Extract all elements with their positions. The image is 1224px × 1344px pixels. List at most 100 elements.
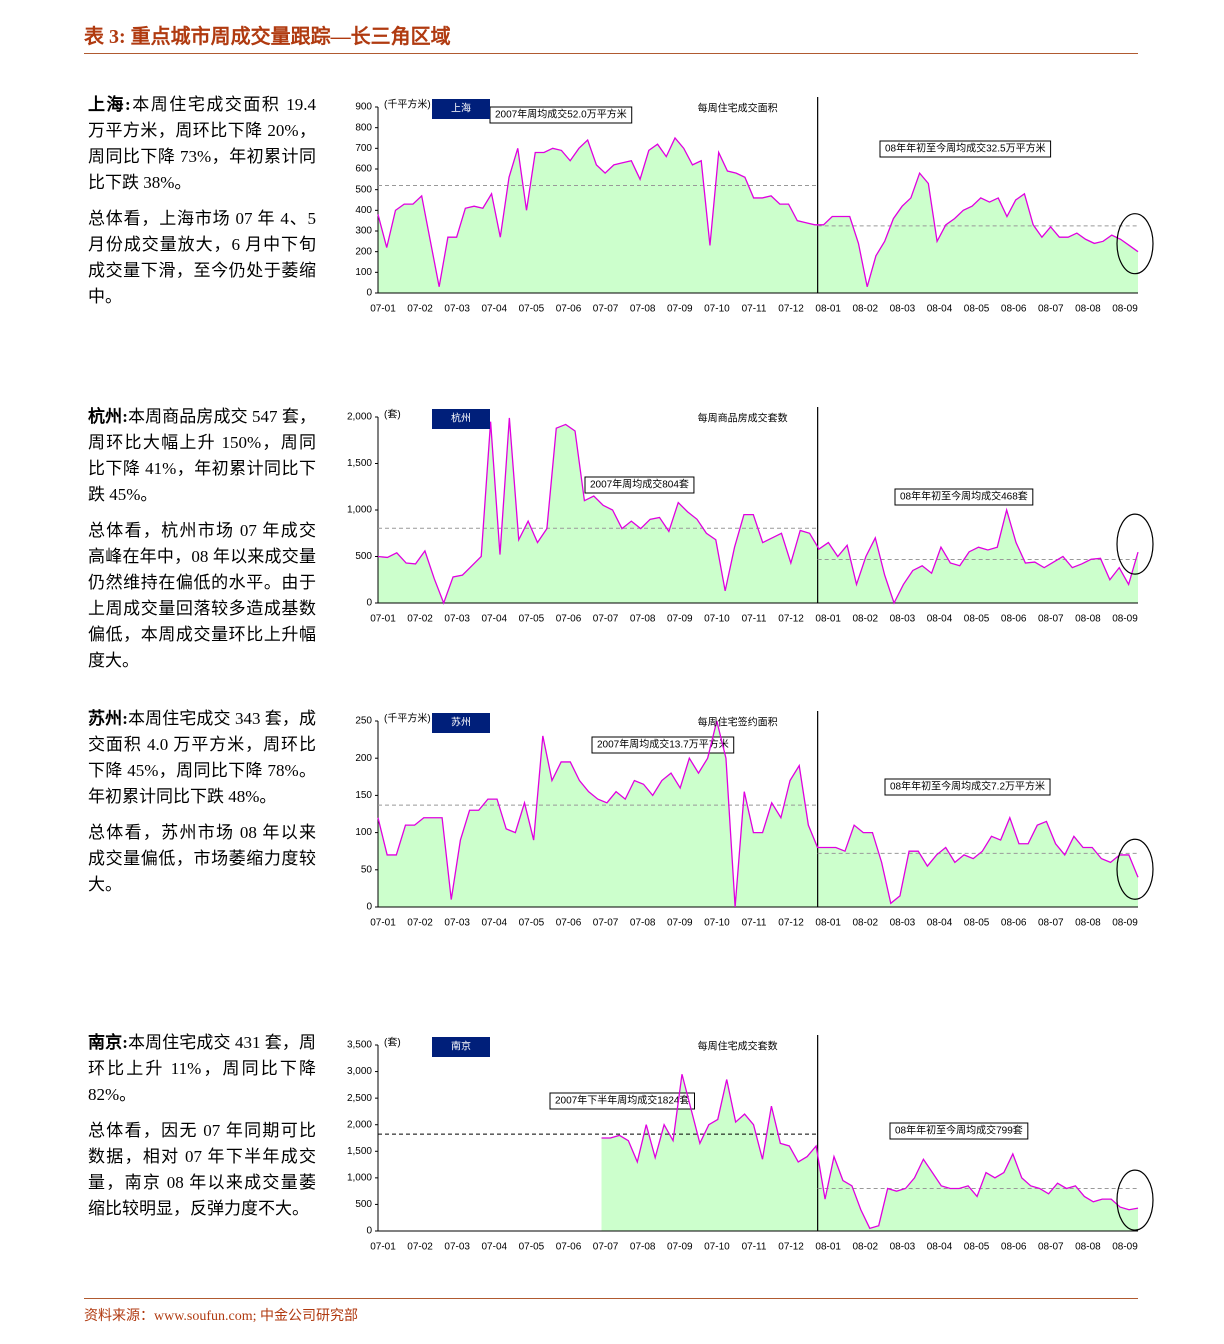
area-fill	[378, 138, 1138, 293]
x-tick-label: 08-09	[1112, 918, 1138, 929]
y-tick-label: 2,000	[347, 1119, 372, 1130]
x-tick-label: 07-12	[778, 304, 804, 315]
text: 本周住宅成交 343 套，成交面积 4.0 万平方米，周环比下降 45%，周同比…	[88, 709, 316, 806]
x-tick-label: 08-05	[964, 304, 990, 315]
x-tick-label: 07-03	[444, 918, 470, 929]
x-tick-label: 07-05	[519, 1242, 545, 1253]
x-tick-label: 07-06	[556, 614, 582, 625]
paragraph: 总体看，上海市场 07 年 4、5 月份成交量放大，6 月中下旬成交量下滑，至今…	[88, 209, 316, 306]
chart: 0 50 100 150 200 250 07-01 07-02 07-03 07-04 07-05…	[355, 711, 1154, 929]
series-line	[377, 417, 1139, 605]
y-tick-label: 0	[366, 288, 372, 299]
x-tick-label: 08-04	[927, 304, 953, 315]
x-tick-label: 07-02	[407, 918, 433, 929]
y-tick-label: 2,000	[347, 412, 372, 423]
x-tick-label: 07-11	[742, 614, 767, 625]
x-tick-label: 08-03	[890, 918, 916, 929]
x-tick-label: 07-01	[370, 1242, 396, 1253]
x-tick-label: 07-05	[519, 614, 545, 625]
x-tick-label: 07-07	[593, 304, 619, 315]
x-tick-label: 07-10	[704, 614, 730, 625]
y-tick-label: 50	[361, 864, 373, 875]
highlight-circle	[1116, 838, 1154, 900]
paragraph: 总体看，苏州市场 08 年以来成交量偏低，市场萎缩力度较大。	[88, 823, 316, 894]
x-tick-label: 07-10	[704, 918, 730, 929]
y-tick-label: 800	[355, 122, 372, 133]
y-tick-label: 200	[355, 246, 372, 257]
chart-title: 每周住宅成交面积	[698, 102, 778, 115]
x-tick-label: 08-02	[853, 918, 879, 929]
x-tick-label: 08-05	[964, 1242, 990, 1253]
section: 南京:本周住宅成交 431 套，周环比上升 11%，周同比下降 82%。 总体看，…	[88, 1030, 316, 1232]
section: 苏州:本周住宅成交 343 套，成交面积 4.0 万平方米，周环比下降 45%，…	[88, 706, 316, 908]
highlight-circle	[1116, 213, 1154, 275]
y-tick-label: 500	[355, 184, 372, 195]
annotation: 2007年下半年周均成交1824套	[555, 1094, 690, 1107]
x-tick-label: 07-08	[630, 1242, 656, 1253]
x-tick-label: 07-06	[556, 918, 582, 929]
annotation-box	[584, 476, 695, 494]
text: 本周商品房成交 547 套，周环比大幅上升 150%，周同比下降 41%，年初累…	[88, 407, 316, 504]
x-tick-label: 07-01	[370, 918, 396, 929]
y-tick-label: 150	[355, 790, 372, 801]
y-tick-label: 400	[355, 205, 372, 216]
x-tick-label: 07-11	[742, 1242, 767, 1253]
x-tick-label: 08-05	[964, 614, 990, 625]
x-tick-label: 08-06	[1001, 304, 1027, 315]
x-tick-label: 08-05	[964, 918, 990, 929]
area-fill	[378, 721, 1138, 907]
x-tick-label: 07-04	[482, 1242, 508, 1253]
x-tick-label: 07-04	[482, 304, 508, 315]
x-tick-label: 08-02	[853, 304, 879, 315]
y-tick-label: 900	[355, 102, 372, 113]
x-tick-label: 08-03	[890, 614, 916, 625]
x-tick-label: 07-10	[704, 1242, 730, 1253]
x-tick-label: 07-12	[778, 1242, 804, 1253]
x-tick-label: 07-02	[407, 1242, 433, 1253]
chart-title: 每周商品房成交套数	[698, 412, 788, 425]
x-tick-label: 08-04	[927, 918, 953, 929]
y-tick-label: 700	[355, 143, 372, 154]
text: 本周住宅成交 431 套，周环比上升 11%，周同比下降 82%。	[88, 1033, 316, 1104]
x-tick-label: 08-07	[1038, 304, 1064, 315]
y-tick-label: 250	[355, 716, 372, 727]
x-tick-label: 08-07	[1038, 1242, 1064, 1253]
x-tick-label: 07-04	[482, 614, 508, 625]
x-tick-label: 07-11	[742, 304, 767, 315]
x-tick-label: 08-04	[927, 1242, 953, 1253]
highlight-circle	[1116, 1169, 1154, 1231]
y-tick-label: 1,500	[347, 1146, 372, 1157]
x-tick-label: 07-02	[407, 304, 433, 315]
y-tick-label: 2,500	[347, 1093, 372, 1104]
paragraph: 总体看，因无 07 年同期可比数据，相对 07 年下半年成交量，南京 08 年以…	[88, 1121, 316, 1218]
x-tick-label: 07-10	[704, 304, 730, 315]
y-tick-label: 200	[355, 753, 372, 764]
x-tick-label: 07-01	[370, 304, 396, 315]
city-box	[432, 99, 490, 119]
x-tick-label: 08-03	[890, 1242, 916, 1253]
y-tick-label: 0	[366, 1226, 372, 1237]
x-tick-label: 08-06	[1001, 918, 1027, 929]
paragraph: 杭州:本周商品房成交 547 套，周环比大幅上升 150%，周同比下降 41%，…	[88, 404, 316, 508]
x-tick-label: 07-08	[630, 304, 656, 315]
y-tick-label: 500	[355, 551, 372, 562]
annotation: 2007年周均成交804套	[590, 478, 689, 491]
x-tick-label: 07-03	[444, 614, 470, 625]
chart-title: 每周住宅成交套数	[698, 1040, 778, 1053]
x-tick-label: 08-01	[815, 1242, 841, 1253]
x-tick-label: 08-01	[815, 918, 841, 929]
x-tick-label: 07-06	[556, 1242, 582, 1253]
unit-label: (套)	[384, 408, 401, 421]
unit-label: (千平方米)	[384, 98, 431, 111]
chart: 0 500 1,000 1,500 2,000 2,500 3,000 3,500 07-01 0…	[347, 1035, 1154, 1253]
y-tick-label: 1,000	[347, 1172, 372, 1183]
x-tick-label: 07-09	[667, 918, 693, 929]
lead: 杭州:	[88, 407, 128, 426]
city-label: 苏州	[451, 716, 471, 729]
x-tick-label: 07-07	[593, 1242, 619, 1253]
paragraph: 上海:本周住宅成交面积 19.4 万平方米，周环比下降 20%，周同比下降 73…	[88, 92, 316, 196]
y-tick-label: 1,000	[347, 505, 372, 516]
x-tick-label: 07-09	[667, 1242, 693, 1253]
x-tick-label: 08-01	[815, 304, 841, 315]
y-tick-label: 600	[355, 164, 372, 175]
